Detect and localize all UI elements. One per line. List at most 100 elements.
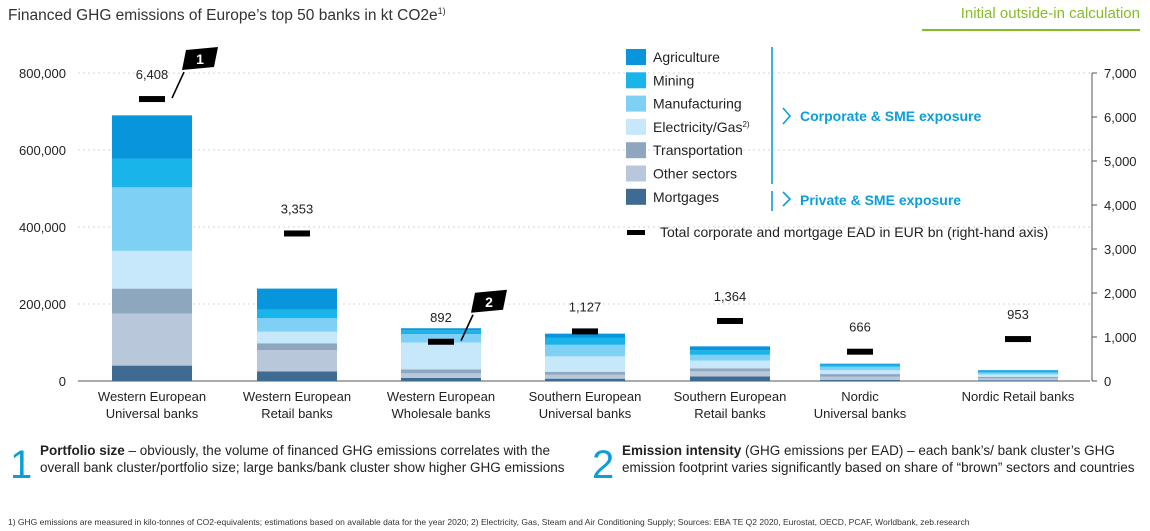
bar-segment-mining (112, 158, 192, 188)
emissions-chart: 0 200,000 400,000 600,000 800,000 0 1,000 2,000… (19, 47, 1137, 421)
bar-segment-electricity-gas (978, 374, 1058, 377)
legend-ead-label: Total corporate and mortgage EAD in EUR … (660, 224, 1048, 240)
bar-segment-agriculture (978, 370, 1058, 371)
bar-segment-electricity-gas (401, 342, 481, 370)
y-tick-right: 5,000 (1104, 154, 1137, 169)
bar-segment-mining (820, 364, 900, 367)
flag-pole (171, 71, 185, 99)
ead-label: 1,364 (714, 289, 747, 304)
ead-marker (139, 96, 165, 103)
callout-portfolio-size: Portfolio size – obviously, the volume o… (40, 443, 565, 475)
bar-segment-transportation (257, 343, 337, 351)
legend-ead-marker (627, 230, 645, 235)
flag-2 (471, 289, 507, 313)
y-tick-right: 7,000 (1104, 66, 1137, 81)
ead-marker (572, 328, 598, 335)
bar-segment-mining (545, 337, 625, 345)
bar-segment-manufacturing (401, 334, 481, 343)
x-tick-label: Western European (98, 389, 206, 404)
legend-label: Agriculture (653, 49, 720, 65)
page-title: Financed GHG emissions of Europe’s top 5… (8, 6, 446, 25)
y-tick-right: 6,000 (1104, 110, 1137, 125)
bar-segment-agriculture (401, 328, 481, 331)
bar-segment-transportation (978, 376, 1058, 379)
bar-segment-mining (690, 350, 770, 355)
legend-label: Electricity/Gas2) (653, 119, 750, 135)
bar-segment-manufacturing (820, 366, 900, 371)
bar-segment-mortgages (820, 379, 900, 381)
legend-label: Manufacturing (653, 96, 742, 112)
legend-label: Other sectors (653, 166, 737, 182)
x-tick-label: Nordic Retail banks (962, 389, 1075, 404)
bar-segment-manufacturing (112, 187, 192, 251)
x-tick-label: Retail banks (261, 406, 333, 421)
legend-swatch (626, 49, 646, 65)
bar-segment-mortgages (690, 376, 770, 381)
y-tick-right: 2,000 (1104, 286, 1137, 301)
bar-segment-other-sectors (257, 350, 337, 372)
bar-segment-other-sectors (978, 378, 1058, 381)
ead-marker (847, 348, 873, 355)
bar-segment-other-sectors (820, 376, 900, 380)
x-tick-label: Wholesale banks (392, 406, 491, 421)
callout-1-number: 1 (10, 443, 33, 487)
y-tick-right: 0 (1104, 374, 1111, 389)
legend-group-private: Private & SME exposure (800, 192, 961, 208)
x-tick-label: Nordic (841, 389, 879, 404)
x-tick-label: Southern European (529, 389, 642, 404)
x-tick-label: Universal banks (106, 406, 199, 421)
y-tick-left: 400,000 (19, 220, 66, 235)
bar-segment-mortgages (112, 365, 192, 381)
legend-label: Mining (653, 72, 694, 88)
bar-segment-transportation (820, 374, 900, 377)
bar-segment-other-sectors (112, 313, 192, 366)
y-tick-right: 4,000 (1104, 198, 1137, 213)
bar-segment-manufacturing (978, 372, 1058, 375)
x-tick-label: Western European (243, 389, 351, 404)
flag-number: 1 (196, 51, 204, 67)
legend-label: Mortgages (653, 189, 719, 205)
ead-label: 892 (430, 310, 452, 325)
legend-swatch (626, 165, 646, 182)
bar-segment-transportation (401, 369, 481, 374)
bar-segment-mortgages (257, 371, 337, 381)
bar-segment-transportation (690, 368, 770, 372)
callout-emission-intensity: Emission intensity (GHG emissions per EA… (622, 443, 1135, 475)
bar-segment-agriculture (820, 363, 900, 365)
bar-segment-manufacturing (257, 318, 337, 332)
chevron-right-icon (782, 107, 792, 125)
bar-segment-agriculture (257, 288, 337, 310)
y-tick-left: 800,000 (19, 66, 66, 81)
y-tick-right: 1,000 (1104, 330, 1137, 345)
bar-segment-mining (257, 309, 337, 319)
bar-segment-agriculture (545, 333, 625, 338)
bar-segment-mortgages (545, 378, 625, 381)
legend-swatch (626, 72, 646, 89)
y-tick-left: 0 (59, 374, 66, 389)
ead-marker (428, 338, 454, 345)
bar-segment-other-sectors (545, 374, 625, 379)
bar-segment-mortgages (978, 380, 1058, 381)
legend-swatch (626, 142, 646, 159)
bar-segment-electricity-gas (690, 360, 770, 369)
ead-label: 1,127 (569, 299, 602, 314)
bar-segment-agriculture (690, 346, 770, 351)
ead-label: 3,353 (281, 201, 314, 216)
x-tick-label: Universal banks (539, 406, 632, 421)
bar-segment-other-sectors (690, 371, 770, 377)
bar-segment-agriculture (112, 115, 192, 159)
bar-segment-electricity-gas (820, 370, 900, 375)
bar-segment-manufacturing (545, 344, 625, 357)
footnote: 1) GHG emissions are measured in kilo-to… (8, 517, 970, 527)
bar-segment-mining (401, 330, 481, 335)
ead-label: 953 (1007, 307, 1029, 322)
y-tick-left: 200,000 (19, 297, 66, 312)
legend-group-corporate: Corporate & SME exposure (800, 108, 981, 124)
x-tick-label: Retail banks (694, 406, 766, 421)
x-tick-label: Western European (387, 389, 495, 404)
bar-segment-transportation (112, 288, 192, 314)
flag-1 (182, 47, 218, 71)
bar-segment-mortgages (401, 377, 481, 381)
bar-segment-electricity-gas (545, 356, 625, 372)
bar-segment-manufacturing (690, 354, 770, 361)
